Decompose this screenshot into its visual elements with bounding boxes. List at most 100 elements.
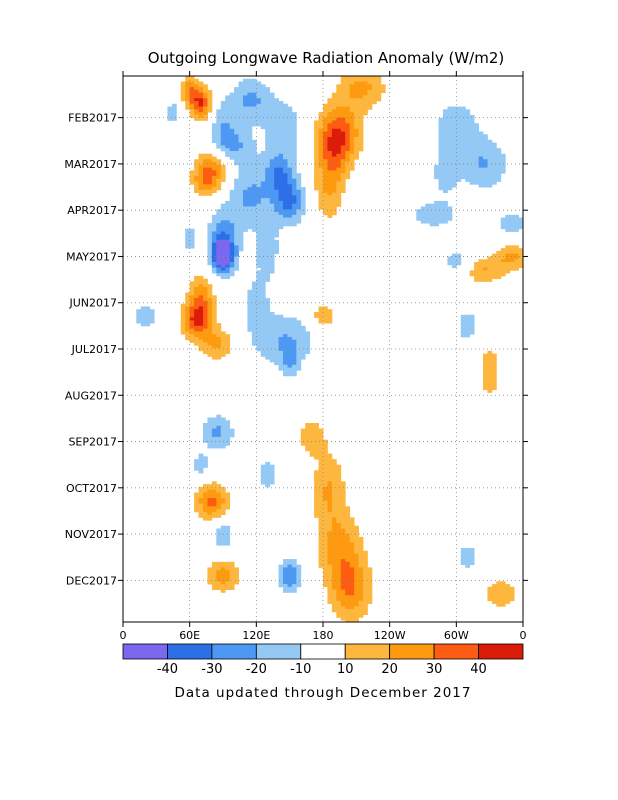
anomaly-cell [331, 123, 337, 127]
anomaly-cell [291, 153, 297, 157]
anomaly-cell [331, 542, 337, 546]
anomaly-cell [323, 539, 328, 543]
anomaly-cell [207, 314, 213, 318]
anomaly-cell [318, 492, 324, 496]
anomaly-cell [429, 212, 435, 216]
anomaly-cell [220, 109, 226, 113]
anomaly-cell [331, 173, 337, 177]
anomaly-cell [194, 106, 199, 110]
anomaly-cell [194, 181, 199, 185]
anomaly-cell [211, 423, 217, 427]
anomaly-cell [207, 428, 213, 432]
anomaly-cell [198, 117, 204, 121]
anomaly-cell [265, 320, 271, 324]
anomaly-cell [363, 597, 368, 602]
anomaly-cell [331, 170, 337, 174]
anomaly-cell [211, 420, 217, 424]
anomaly-cell [363, 78, 368, 82]
anomaly-cell [287, 156, 293, 160]
anomaly-cell [229, 128, 235, 132]
anomaly-cell [274, 206, 279, 210]
anomaly-cell [283, 159, 288, 163]
anomaly-cell [491, 386, 497, 391]
anomaly-cell [491, 164, 497, 169]
anomaly-cell [323, 448, 328, 452]
anomaly-cell [460, 153, 466, 157]
anomaly-cell [283, 187, 288, 191]
anomaly-cell [198, 87, 204, 91]
anomaly-cell [274, 189, 279, 194]
anomaly-cell [487, 156, 493, 160]
x-tick-label: 0 [120, 629, 127, 642]
anomaly-cell [220, 117, 226, 121]
anomaly-cell [260, 187, 266, 191]
anomaly-cell [465, 114, 471, 119]
anomaly-cell [358, 550, 364, 554]
anomaly-cell [465, 164, 471, 169]
anomaly-cell [194, 287, 199, 291]
anomaly-cell [314, 187, 319, 191]
anomaly-cell [256, 192, 262, 196]
anomaly-cell [274, 339, 279, 343]
anomaly-cell [251, 170, 257, 174]
anomaly-cell [211, 170, 217, 174]
anomaly-cell [354, 536, 359, 541]
anomaly-cell [487, 278, 493, 282]
anomaly-cell [194, 114, 199, 119]
anomaly-cell [287, 331, 293, 335]
anomaly-cell [269, 142, 275, 146]
anomaly-cell [225, 570, 231, 574]
anomaly-cell [323, 553, 328, 557]
anomaly-cell [447, 117, 453, 121]
anomaly-cell [323, 311, 328, 316]
anomaly-cell [349, 592, 355, 596]
anomaly-cell [260, 150, 266, 155]
anomaly-cell [460, 556, 466, 560]
anomaly-cell [331, 478, 337, 482]
anomaly-cell [314, 314, 319, 318]
anomaly-cell [514, 264, 519, 268]
anomaly-cell [220, 334, 226, 338]
anomaly-cell [349, 547, 355, 552]
anomaly-cell [518, 262, 523, 266]
anomaly-cell [229, 264, 235, 268]
anomaly-cell [376, 95, 382, 99]
anomaly-cell [194, 509, 199, 513]
anomaly-cell [220, 145, 226, 149]
anomaly-cell [260, 231, 266, 235]
anomaly-cell [216, 212, 222, 216]
anomaly-cell [260, 203, 266, 207]
anomaly-cell [314, 475, 319, 479]
anomaly-cell [225, 256, 231, 260]
anomaly-cell [496, 595, 502, 599]
anomaly-cell [225, 114, 231, 119]
anomaly-cell [225, 223, 231, 227]
anomaly-cell [345, 167, 351, 171]
anomaly-cell [349, 617, 355, 621]
anomaly-cell [318, 314, 324, 318]
anomaly-cell [349, 542, 355, 546]
anomaly-cell [287, 353, 293, 357]
anomaly-cell [238, 184, 244, 188]
anomaly-cell [505, 248, 511, 252]
anomaly-cell [207, 489, 213, 493]
anomaly-cell [469, 314, 475, 318]
anomaly-cell [211, 248, 217, 252]
anomaly-cell [256, 162, 262, 166]
anomaly-cell [349, 98, 355, 102]
anomaly-cell [216, 348, 222, 352]
anomaly-cell [247, 156, 253, 160]
anomaly-cell [469, 175, 475, 180]
anomaly-cell [194, 503, 199, 507]
anomaly-cell [260, 220, 266, 224]
anomaly-cell [220, 495, 226, 499]
anomaly-cell [220, 534, 226, 538]
anomaly-cell [220, 220, 226, 224]
colorbar-label: -20 [246, 662, 267, 677]
anomaly-cell [220, 492, 226, 496]
anomaly-cell [336, 528, 342, 532]
anomaly-cell [434, 214, 439, 218]
anomaly-cell [323, 309, 328, 313]
anomaly-cell [287, 320, 293, 324]
anomaly-cell [198, 453, 204, 457]
